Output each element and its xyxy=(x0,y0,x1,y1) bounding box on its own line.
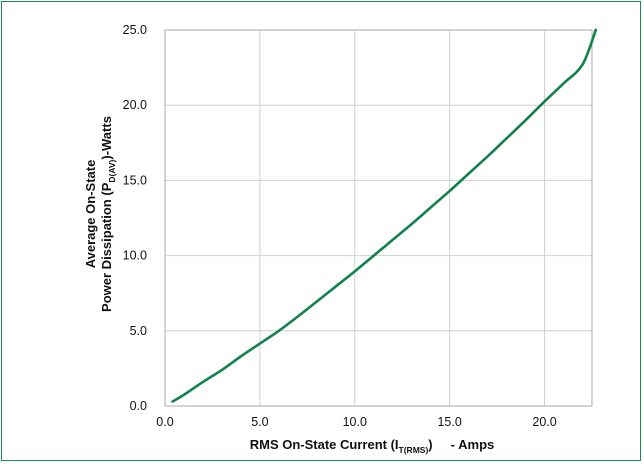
y-tick-label: 5.0 xyxy=(130,324,147,338)
plot-area xyxy=(164,29,593,407)
y-tick-label: 0.0 xyxy=(130,399,147,413)
y-axis-label-group: Average On-State Power Dissipation (PD(A… xyxy=(83,116,117,312)
y-tick-label: 20.0 xyxy=(123,98,147,112)
x-tick-label: 20.0 xyxy=(532,415,556,429)
grid xyxy=(164,29,592,407)
x-tick-labels: 0.0 5.0 10.0 15.0 20.0 xyxy=(156,415,556,429)
x-tick-label: 10.0 xyxy=(343,415,367,429)
y-tick-label: 10.0 xyxy=(123,249,147,263)
y-tick-labels: 0.0 5.0 10.0 15.0 20.0 25.0 xyxy=(123,23,147,413)
x-tick-label: 5.0 xyxy=(251,415,268,429)
series-group xyxy=(171,28,598,403)
x-tick-label: 15.0 xyxy=(437,415,461,429)
x-axis-label: RMS On-State Current (IT(RMS)) - Amps xyxy=(250,437,495,455)
x-tick-label: 0.0 xyxy=(156,415,173,429)
y-tick-label: 25.0 xyxy=(123,23,147,37)
y-axis-label-line1: Average On-State xyxy=(83,160,98,269)
y-tick-label: 15.0 xyxy=(123,173,147,187)
y-axis-label-line2: Power Dissipation (PD(AV))-Watts xyxy=(99,116,117,312)
series-line xyxy=(171,28,598,403)
